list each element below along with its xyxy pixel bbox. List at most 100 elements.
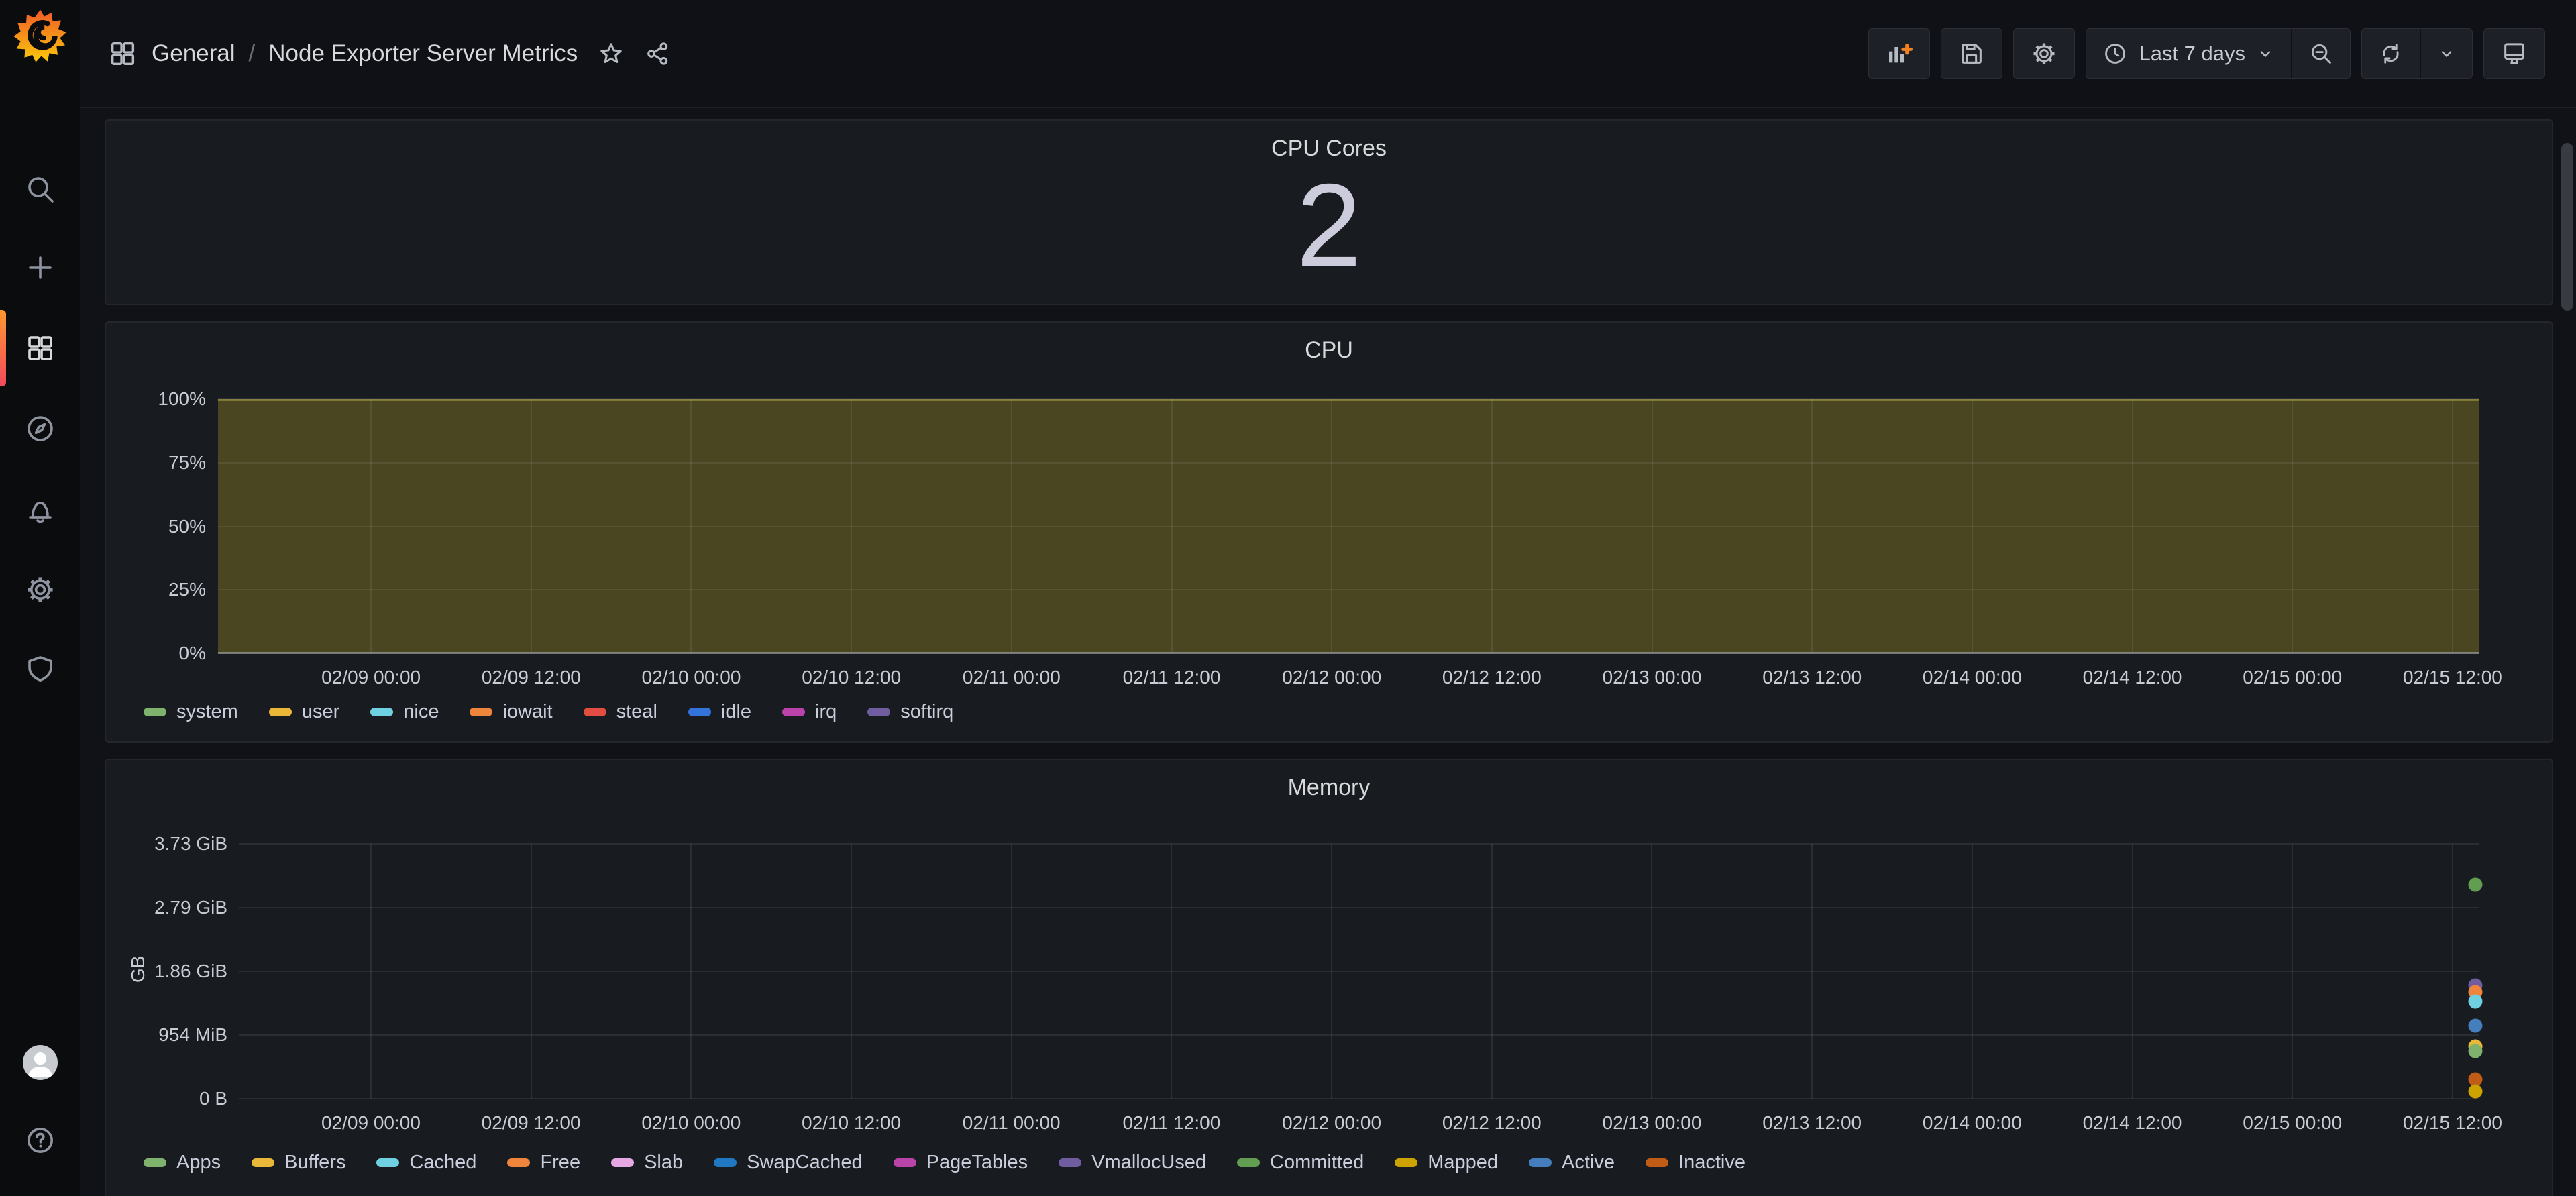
legend-swatch	[470, 708, 492, 716]
y-tick-label: 3.73 GiB	[154, 833, 227, 855]
dashboard-header: General / Node Exporter Server Metrics	[80, 0, 2576, 108]
v-gridline	[1331, 399, 1332, 653]
x-tick-label: 02/12 12:00	[1442, 1112, 1542, 1134]
refresh-interval-dropdown[interactable]	[2420, 29, 2472, 78]
x-tick-label: 02/13 12:00	[1762, 1112, 1862, 1134]
legend-item-Free[interactable]: Free	[507, 1152, 580, 1174]
legend-swatch	[370, 708, 393, 716]
x-tick-label: 02/10 12:00	[802, 1112, 901, 1134]
dashboards-grid-icon[interactable]	[24, 332, 56, 364]
x-tick-label: 02/11 12:00	[1122, 1112, 1220, 1134]
refresh-button[interactable]	[2362, 29, 2420, 78]
breadcrumb-folder[interactable]: General	[152, 40, 235, 67]
zoom-out-button[interactable]	[2291, 29, 2350, 78]
legend-item-steal[interactable]: steal	[584, 701, 657, 723]
x-tick-label: 02/09 12:00	[482, 1112, 581, 1134]
cycle-view-button[interactable]	[2483, 28, 2545, 79]
legend-item-SwapCached[interactable]: SwapCached	[714, 1152, 863, 1174]
legend-item-idle[interactable]: idle	[688, 701, 751, 723]
x-tick-label: 02/13 12:00	[1762, 667, 1862, 688]
v-gridline	[1652, 399, 1653, 653]
y-axis-unit-label: GB	[127, 956, 149, 983]
search-icon[interactable]	[24, 173, 56, 205]
y-tick-label: 25%	[168, 579, 206, 600]
legend-label: Mapped	[1428, 1152, 1498, 1174]
legend-item-softirq[interactable]: softirq	[867, 701, 953, 723]
create-plus-icon[interactable]	[24, 252, 56, 284]
x-tick-label: 02/11 12:00	[1123, 667, 1221, 688]
legend-item-Active[interactable]: Active	[1529, 1152, 1615, 1174]
v-gridline	[1972, 844, 1973, 1099]
v-gridline	[1171, 844, 1172, 1099]
x-tick-label: 02/09 00:00	[321, 1112, 421, 1134]
legend-item-irq[interactable]: irq	[782, 701, 837, 723]
legend-item-system[interactable]: system	[144, 701, 238, 723]
add-panel-button[interactable]	[1868, 28, 1930, 79]
x-tick-label: 02/11 00:00	[963, 667, 1061, 688]
v-gridline	[690, 399, 692, 653]
legend-label: idle	[721, 701, 751, 723]
grafana-logo[interactable]	[12, 8, 68, 67]
x-tick-label: 02/14 12:00	[2083, 1112, 2182, 1134]
x-tick-label: 02/13 00:00	[1603, 667, 1702, 688]
save-dashboard-button[interactable]	[1941, 28, 2002, 79]
x-tick-label: 02/09 00:00	[321, 667, 421, 688]
y-tick-label: 75%	[168, 452, 206, 474]
panel-cpu-cores: CPU Cores 2	[105, 119, 2553, 305]
alerting-bell-icon[interactable]	[24, 495, 56, 527]
legend-item-PageTables[interactable]: PageTables	[894, 1152, 1028, 1174]
v-gridline	[1171, 399, 1173, 653]
admin-shield-icon[interactable]	[24, 653, 56, 685]
y-tick-label: 2.79 GiB	[154, 897, 227, 918]
user-avatar[interactable]	[23, 1045, 58, 1080]
time-picker-group: Last 7 days	[2086, 28, 2351, 79]
x-tick-label: 02/10 12:00	[802, 667, 901, 688]
h-gridline	[218, 462, 2479, 464]
legend-item-iowait[interactable]: iowait	[470, 701, 552, 723]
legend-label: Inactive	[1678, 1152, 1746, 1174]
plot-area[interactable]: 100%75%50%25%0%02/09 00:0002/09 12:0002/…	[218, 399, 2479, 653]
legend-item-VmallocUsed[interactable]: VmallocUsed	[1059, 1152, 1206, 1174]
x-tick-label: 02/15 12:00	[2403, 667, 2502, 688]
time-range-picker[interactable]: Last 7 days	[2086, 29, 2291, 78]
y-tick-label: 100%	[158, 388, 206, 410]
v-gridline	[1811, 844, 1813, 1099]
panel-title[interactable]: CPU	[106, 337, 2552, 364]
legend-item-user[interactable]: user	[269, 701, 339, 723]
legend-item-Committed[interactable]: Committed	[1237, 1152, 1364, 1174]
legend-item-Mapped[interactable]: Mapped	[1395, 1152, 1498, 1174]
legend-item-Slab[interactable]: Slab	[611, 1152, 683, 1174]
legend-swatch	[1395, 1158, 1417, 1167]
legend-item-Buffers[interactable]: Buffers	[252, 1152, 345, 1174]
x-tick-label: 02/14 00:00	[1923, 1112, 2022, 1134]
cycle-view-monitor-icon	[2501, 40, 2528, 67]
legend-item-Apps[interactable]: Apps	[144, 1152, 221, 1174]
star-icon[interactable]	[598, 40, 625, 67]
legend-item-Cached[interactable]: Cached	[376, 1152, 476, 1174]
legend-item-nice[interactable]: nice	[370, 701, 439, 723]
legend-label: Active	[1562, 1152, 1615, 1174]
h-gridline	[239, 1034, 2479, 1036]
legend-item-Inactive[interactable]: Inactive	[1646, 1152, 1746, 1174]
x-tick-label: 02/12 12:00	[1442, 667, 1542, 688]
legend-swatch	[611, 1158, 634, 1167]
x-tick-label: 02/15 00:00	[2243, 1112, 2342, 1134]
panel-title[interactable]: CPU Cores	[106, 135, 2552, 162]
plot-area[interactable]: 3.73 GiB2.79 GiB1.86 GiB954 MiB0 B02/09 …	[239, 844, 2479, 1099]
x-tick-label: 02/10 00:00	[642, 667, 741, 688]
y-tick-label: 954 MiB	[158, 1024, 227, 1046]
v-gridline	[1491, 399, 1493, 653]
breadcrumb-dashboard-title[interactable]: Node Exporter Server Metrics	[268, 40, 578, 67]
panel-title[interactable]: Memory	[106, 775, 2552, 801]
legend-label: steal	[616, 701, 657, 723]
x-tick-label: 02/11 00:00	[963, 1112, 1061, 1134]
v-gridline	[1491, 844, 1493, 1099]
legend-label: Buffers	[284, 1152, 345, 1174]
v-gridline	[2292, 399, 2293, 653]
share-icon[interactable]	[645, 40, 672, 67]
help-question-icon[interactable]	[24, 1124, 56, 1156]
explore-compass-icon[interactable]	[24, 413, 56, 445]
vertical-scrollbar-thumb[interactable]	[2561, 143, 2573, 311]
configuration-gear-icon[interactable]	[24, 574, 56, 606]
dashboard-settings-button[interactable]	[2013, 28, 2075, 79]
